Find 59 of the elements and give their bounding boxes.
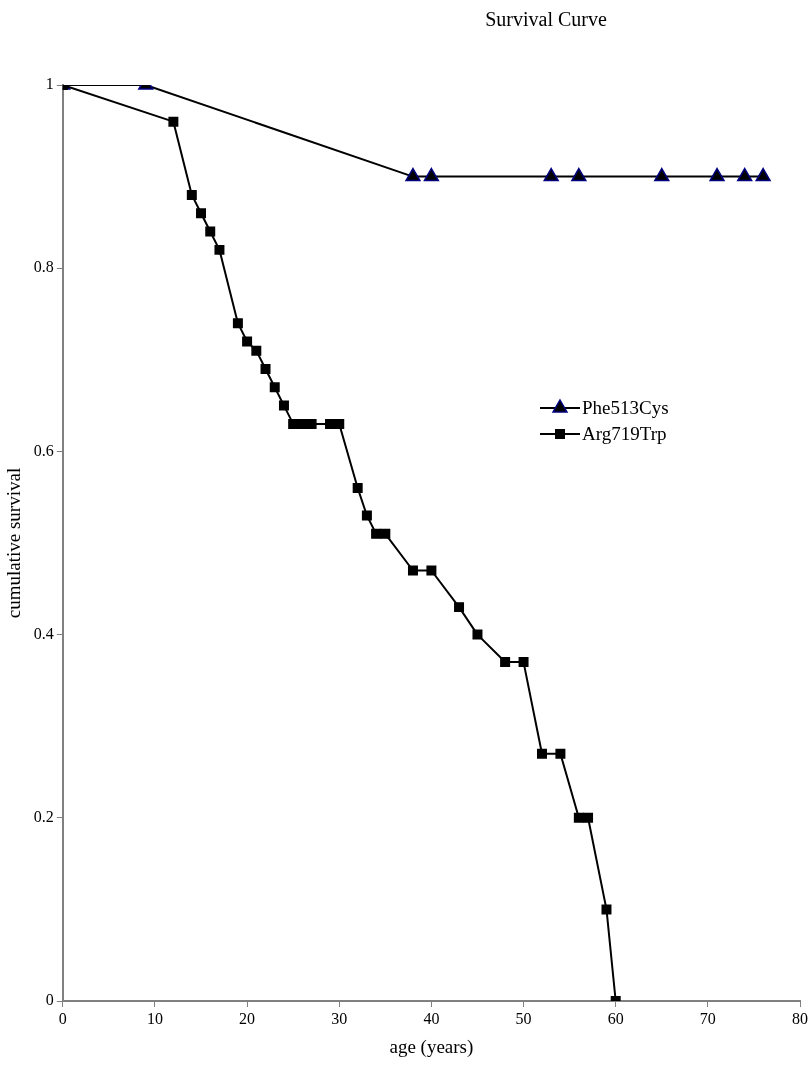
point [260, 363, 271, 374]
point [278, 400, 289, 411]
y-axis-title: cumulative survival [3, 467, 25, 619]
x-tick-label: 60 [607, 1009, 624, 1027]
point [709, 167, 725, 182]
point [371, 528, 382, 539]
chart-title: Survival Curve [484, 8, 608, 31]
point [601, 904, 612, 915]
point [352, 483, 363, 494]
legend-label: Arg719Trp [582, 423, 667, 445]
point [737, 167, 753, 182]
point [543, 167, 559, 182]
point [380, 528, 391, 539]
point [297, 418, 308, 429]
x-tick-label: 80 [792, 1009, 808, 1027]
y-tick-label: 0 [45, 991, 54, 1009]
x-tick-label: 0 [58, 1009, 67, 1027]
point [426, 565, 437, 576]
point [571, 167, 587, 182]
point [288, 418, 299, 429]
point [196, 208, 207, 219]
y-tick-label: 0.4 [33, 624, 54, 642]
point [654, 167, 670, 182]
point [269, 382, 280, 393]
point [214, 244, 225, 255]
point [232, 318, 243, 329]
point [573, 812, 584, 823]
point [518, 657, 529, 668]
x-tick-label: 10 [146, 1009, 163, 1027]
x-tick-label: 30 [331, 1009, 348, 1027]
y-tick-label: 0.6 [33, 441, 54, 459]
point [500, 657, 511, 668]
point [186, 189, 197, 200]
x-axis-title: age (years) [389, 1035, 474, 1058]
x-tick-label: 20 [239, 1009, 256, 1027]
point [205, 226, 216, 237]
point [251, 345, 262, 356]
point [306, 418, 317, 429]
x-tick-label: 40 [423, 1009, 440, 1027]
point [454, 602, 465, 613]
point [407, 565, 418, 576]
point [536, 748, 547, 759]
y-tick-label: 0.8 [33, 258, 54, 276]
point [555, 748, 566, 759]
legend-label: Phe513Cys [582, 397, 669, 419]
point [423, 167, 440, 182]
y-tick-label: 0.2 [33, 808, 54, 825]
point [583, 812, 594, 823]
x-tick-label: 70 [699, 1009, 716, 1027]
point [472, 629, 483, 640]
y-tick-label: 1 [45, 75, 54, 93]
point [325, 418, 336, 429]
point [405, 167, 421, 182]
point [361, 510, 372, 521]
point [242, 336, 253, 347]
point [168, 116, 179, 127]
point [334, 418, 345, 429]
point [755, 167, 771, 182]
x-tick-label: 50 [515, 1009, 532, 1027]
